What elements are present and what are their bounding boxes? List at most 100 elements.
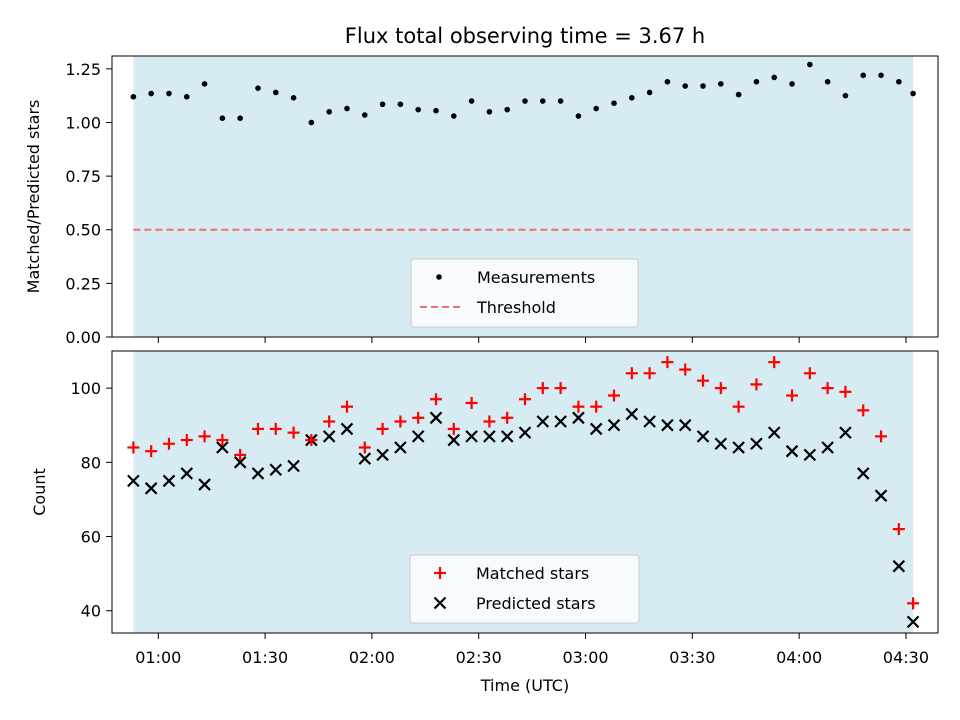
measurement-point: [807, 61, 813, 68]
matched-star-point: [768, 356, 781, 369]
matched-star-point: [590, 400, 603, 413]
predicted-star-point: [856, 467, 870, 480]
ratio-ytick-label: 0.50: [65, 221, 101, 240]
matched-star-point: [786, 389, 799, 402]
count-legend: Matched stars Predicted stars: [409, 554, 640, 624]
count-xtick-label: 04:00: [776, 648, 822, 667]
predicted-star-point: [500, 430, 514, 443]
measurement-point: [789, 81, 795, 87]
measurement-point: [593, 105, 600, 112]
predicted-star-point: [233, 456, 247, 469]
matched-star-point: [429, 393, 442, 406]
matched-star-point: [907, 597, 920, 610]
legend-matched-label: Matched stars: [476, 564, 589, 583]
predicted-star-point: [180, 467, 194, 480]
count-ytick-label: 40: [81, 602, 101, 621]
predicted-star-point: [750, 437, 763, 451]
ratio-ytick-label: 0.75: [65, 167, 101, 186]
measurement-point: [540, 98, 546, 104]
predicted-star-point: [607, 418, 621, 432]
predicted-star-point: [874, 489, 888, 502]
measurement-point: [629, 95, 635, 101]
measurement-point: [522, 98, 528, 104]
matched-star-point: [216, 434, 229, 447]
predicted-star-point: [821, 441, 834, 454]
measurement-point: [753, 78, 760, 85]
predicted-star-point: [358, 452, 372, 465]
predicted-star-point: [216, 441, 229, 454]
measurement-point: [361, 112, 368, 118]
count-xtick-label: 03:00: [562, 648, 608, 667]
ratio-ylabel: Matched/Predicted stars: [24, 100, 43, 294]
ratio-axes-frame: [111, 55, 939, 338]
measurement-point: [910, 90, 916, 97]
measurement-point: [504, 106, 510, 113]
legend-matched-glyph: [434, 567, 446, 579]
measurement-point: [201, 81, 208, 87]
predicted-star-point: [447, 433, 461, 447]
matched-star-point: [625, 367, 638, 380]
predicted-star-point: [394, 441, 407, 454]
measurement-point: [255, 85, 261, 91]
matched-star-point: [198, 430, 211, 443]
matched-star-point: [287, 426, 300, 439]
matched-star-point: [180, 434, 193, 447]
predicted-star-point: [906, 615, 920, 629]
matched-star-point: [697, 374, 710, 387]
predicted-star-point: [536, 415, 550, 428]
predicted-star-point: [411, 430, 425, 443]
predicted-star-point: [714, 437, 728, 451]
matched-star-point: [608, 389, 621, 402]
chart-title: Flux total observing time = 3.67 h: [345, 24, 705, 48]
predicted-star-point: [625, 407, 639, 421]
predicted-star-point: [340, 422, 354, 436]
matched-star-point: [839, 385, 852, 398]
matched-star-point: [465, 396, 478, 409]
matched-star-point: [340, 400, 353, 413]
measurement-point: [148, 90, 154, 97]
measurement-point: [183, 93, 190, 100]
legend-predicted-marker: [433, 596, 447, 610]
measurement-point: [664, 78, 671, 85]
predicted-star-point: [785, 444, 799, 458]
measurement-point: [718, 81, 724, 87]
matched-star-point: [892, 523, 905, 536]
measurement-point: [130, 93, 137, 100]
legend-measurements-label: Measurements: [477, 268, 595, 287]
matched-star-point: [501, 411, 514, 424]
predicted-star-point: [696, 430, 710, 443]
measurement-point: [557, 98, 564, 104]
measurement-point: [344, 105, 350, 112]
measurement-point: [700, 83, 706, 89]
predicted-star-point: [144, 482, 158, 495]
count-ytick-label: 60: [81, 528, 101, 547]
predicted-star-point: [803, 448, 817, 462]
measurement-point: [290, 95, 297, 101]
matched-star-point: [536, 382, 549, 395]
measurement-point: [326, 108, 332, 115]
predicted-star-point: [483, 430, 496, 443]
legend-predicted-glyph: [433, 596, 447, 610]
measurement-point: [860, 72, 867, 79]
predicted-star-point: [127, 474, 140, 488]
predicted-star-point: [572, 411, 585, 425]
ratio-ytick-label: 0.00: [65, 328, 101, 347]
count-xtick-label: 02:30: [456, 648, 502, 667]
matched-star-point: [145, 445, 158, 458]
predicted-star-point: [376, 448, 389, 462]
measurement-point: [682, 83, 689, 89]
matched-star-point: [323, 415, 336, 428]
predicted-star-point: [732, 441, 745, 454]
legend-threshold-label: Threshold: [476, 298, 556, 317]
matched-star-point: [376, 422, 389, 435]
count-xtick-label: 04:30: [883, 648, 929, 667]
count-panel: 40 60 80 100 01:00 01:30 02:00 02:30 03:00 03:30 0…: [30, 350, 939, 695]
count-axes-frame: [111, 350, 939, 634]
measurement-point: [219, 115, 226, 122]
matched-star-point: [643, 367, 656, 380]
matched-star-point: [483, 415, 496, 428]
count-xtick-label: 01:30: [242, 648, 288, 667]
measurement-point: [468, 98, 475, 104]
matched-star-point: [519, 393, 531, 406]
